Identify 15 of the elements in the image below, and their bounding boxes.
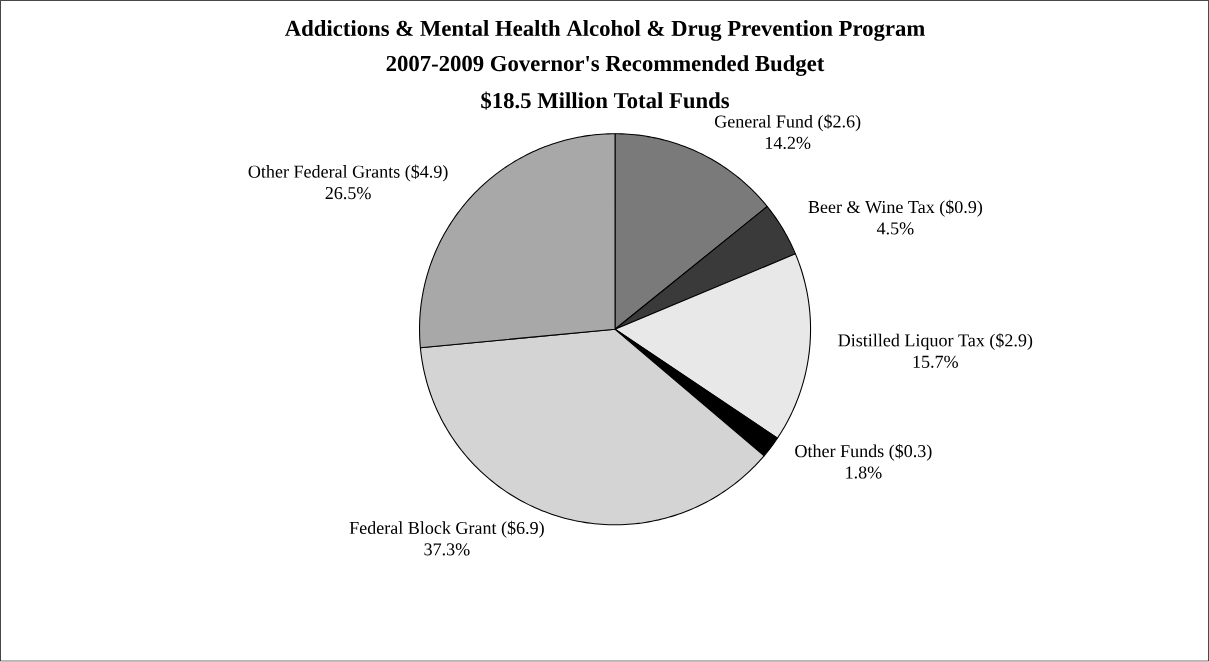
- chart-title: Addictions & Mental Health Alcohol & Drug Prevention Program: [284, 20, 925, 42]
- chart-subtitle: 2007-2009 Governor's Recommended Budget: [386, 55, 825, 77]
- slice-label: General Fund ($2.6): [714, 114, 861, 132]
- slice-label: Other Federal Grants ($4.9): [248, 164, 448, 182]
- data-label: 26.5%: [325, 187, 371, 200]
- data-label: 4.5%: [876, 222, 914, 235]
- data-label: 37.3%: [424, 543, 470, 556]
- slice-label: Distilled Liquor Tax ($2.9): [838, 333, 1033, 351]
- slice-label: Beer & Wine Tax ($0.9): [808, 200, 983, 217]
- data-label: 1.8%: [846, 466, 882, 479]
- slice-label: Other Funds ($0.3): [795, 444, 932, 462]
- data-label: 15.7%: [913, 355, 959, 369]
- text: $18.5 Million Total Funds: [481, 91, 730, 110]
- data-label: 14.2%: [765, 137, 811, 150]
- slice-label: Federal Block Grant ($6.9): [349, 521, 544, 538]
